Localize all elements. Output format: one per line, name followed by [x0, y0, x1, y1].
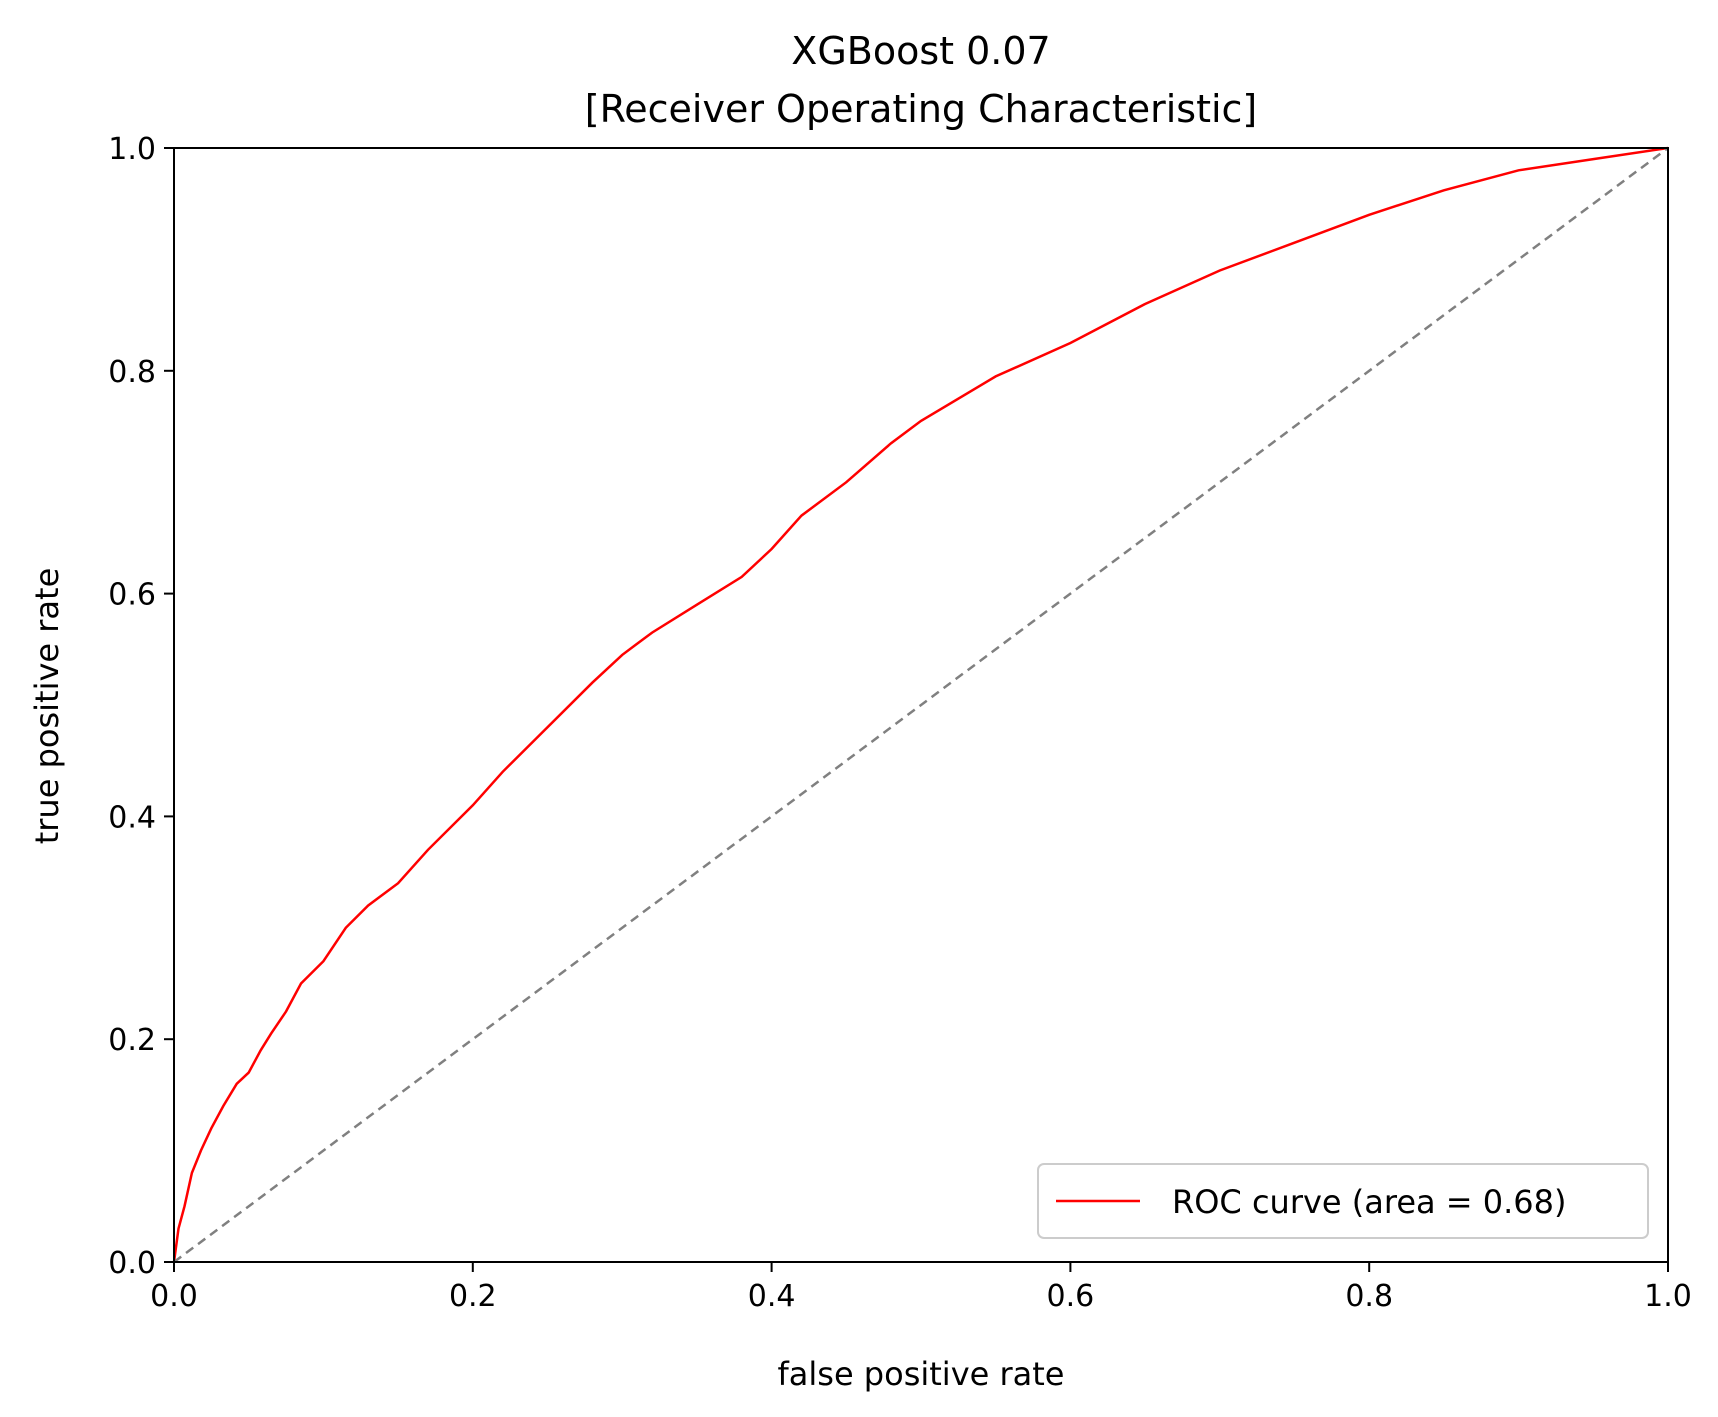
y-tick-label: 0.6	[108, 578, 156, 613]
y-axis-label: true positive rate	[28, 568, 66, 845]
chart-title: XGBoost 0.07	[791, 29, 1050, 73]
legend: ROC curve (area = 0.68)	[1037, 1163, 1649, 1239]
chart-subtitle: [Receiver Operating Characteristic]	[585, 87, 1258, 131]
y-tick-label: 0.4	[108, 800, 156, 835]
x-axis-label: false positive rate	[778, 1355, 1065, 1393]
y-axis-ticks: 0.0 0.2 0.4 0.6 0.8 1.0	[108, 132, 174, 1281]
x-tick-label: 0.2	[449, 1279, 497, 1314]
x-tick-label: 0.0	[150, 1279, 198, 1314]
x-tick-label: 0.6	[1047, 1279, 1095, 1314]
y-tick-label: 0.8	[108, 355, 156, 390]
x-axis-ticks: 0.0 0.2 0.4 0.6 0.8 1.0	[150, 1262, 1692, 1314]
axes-frame	[173, 147, 1669, 1263]
y-tick-label: 0.2	[108, 1023, 156, 1058]
x-tick-label: 0.4	[748, 1279, 796, 1314]
legend-label-roc: ROC curve (area = 0.68)	[1172, 1183, 1567, 1221]
chance-diagonal-line	[173, 146, 1669, 1264]
legend-box	[1037, 1163, 1649, 1239]
y-tick-label: 0.0	[108, 1246, 156, 1281]
plot-area	[172, 146, 1669, 1264]
roc-curve-line	[172, 146, 1669, 1263]
y-tick-label: 1.0	[108, 132, 156, 167]
x-tick-label: 0.8	[1345, 1279, 1393, 1314]
x-tick-label: 1.0	[1644, 1279, 1692, 1314]
